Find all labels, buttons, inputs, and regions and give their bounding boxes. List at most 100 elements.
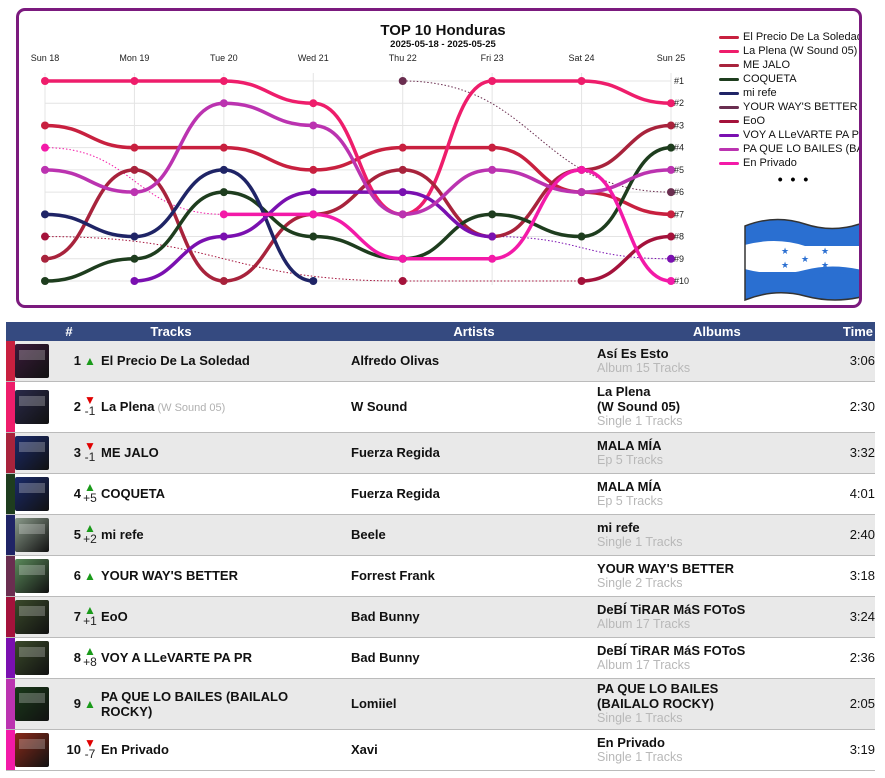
album-cover[interactable]	[15, 476, 49, 511]
legend-item: mi refe	[719, 86, 859, 100]
track-title[interactable]: La Plena	[101, 399, 155, 414]
legend-item: EoO	[719, 114, 859, 128]
album-cover[interactable]	[15, 435, 49, 470]
album-info: Album 17 Tracks	[597, 616, 691, 631]
series-line	[43, 168, 316, 283]
series-lines	[43, 79, 673, 283]
legend-item: El Precio De La Soledad	[719, 30, 859, 44]
track-title[interactable]: PA QUE LO BAILES (BAILALO ROCKY)	[101, 688, 289, 719]
album-info: Album 15 Tracks	[597, 360, 691, 375]
artist-cell[interactable]: W Sound	[351, 381, 597, 433]
x-tick-label: Fri 23	[481, 53, 504, 63]
legend-item: COQUETA	[719, 72, 859, 86]
album-cover[interactable]	[15, 389, 49, 424]
album-title[interactable]: PA QUE LO BAILES (BAILALO ROCKY)	[597, 681, 719, 711]
artist-cell[interactable]: Fuerza Regida	[351, 473, 597, 515]
table-row[interactable]: 9 ▲ PA QUE LO BAILES (BAILALO ROCKY) Lomiie…	[6, 678, 875, 730]
cover-shine	[19, 646, 45, 657]
artist-cell[interactable]: Beele	[351, 514, 597, 556]
artist-cell[interactable]: Forrest Frank	[351, 555, 597, 597]
series-point	[488, 210, 497, 219]
table-row[interactable]: 4 ▲ +5 COQUETA Fuerza Regida MALA MÍA Ep 5 Tra…	[6, 473, 875, 515]
album-cover[interactable]	[15, 732, 49, 767]
legend-label: ME JALO	[743, 59, 791, 72]
table-row[interactable]: 10 ▼ -7 En Privado Xavi En Privado Single 1 Tr…	[6, 729, 875, 771]
cover-shine	[19, 692, 45, 703]
track-title[interactable]: VOY A LLeVARTE PA PR	[101, 650, 252, 665]
table-row[interactable]: 7 ▲ +1 EoO Bad Bunny DeBÍ TiRAR MáS FOToS Albu…	[6, 596, 875, 638]
arrow-down-icon: ▼	[84, 736, 96, 750]
album-info: Ep 5 Tracks	[597, 452, 663, 467]
series-point	[577, 277, 586, 285]
rank-movement: ▼ -1	[81, 439, 99, 463]
arrow-up-icon: ▲	[84, 480, 96, 494]
track-title[interactable]: mi refe	[101, 527, 144, 542]
table-row[interactable]: 1 ▲ El Precio De La Soledad Alfredo Olivas A…	[6, 341, 875, 382]
series-point	[398, 254, 407, 263]
table-row[interactable]: 2 ▼ -1 La Plena (W Sound 05) W Sound La Plena …	[6, 381, 875, 433]
album-cover[interactable]	[15, 640, 49, 675]
artist-cell[interactable]: Alfredo Olivas	[351, 341, 597, 382]
rank-cell: 3	[57, 432, 81, 474]
table-row[interactable]: 3 ▼ -1 ME JALO Fuerza Regida MALA MÍA Ep 5 Tra…	[6, 432, 875, 474]
series-point	[398, 188, 407, 197]
album-title[interactable]: En Privado	[597, 734, 665, 750]
table-row[interactable]: 8 ▲ +8 VOY A LLeVARTE PA PR Bad Bunny DeBÍ Ti…	[6, 637, 875, 679]
album-cover[interactable]	[15, 517, 49, 552]
artist-cell[interactable]: Bad Bunny	[351, 596, 597, 638]
arrow-down-icon: ▼	[84, 393, 96, 407]
series-point	[130, 188, 139, 197]
series-point	[309, 188, 318, 197]
album-title[interactable]: MALA MÍA	[597, 478, 662, 494]
album-title[interactable]: La Plena (W Sound 05)	[597, 384, 681, 414]
series-point	[219, 210, 228, 219]
album-cover[interactable]	[15, 686, 49, 721]
chart-subtitle: 2025-05-18 - 2025-05-25	[390, 39, 496, 50]
artist-cell[interactable]: Bad Bunny	[351, 637, 597, 679]
album-cover[interactable]	[15, 599, 49, 634]
series-point	[130, 254, 139, 263]
album-title[interactable]: YOUR WAY'S BETTER	[597, 560, 734, 576]
cover-shine	[19, 395, 45, 406]
track-title[interactable]: YOUR WAY'S BETTER	[101, 568, 238, 583]
album-title[interactable]: DeBÍ TiRAR MáS FOToS	[597, 601, 746, 617]
duration-cell: 3:06	[823, 341, 875, 382]
series-point	[667, 99, 675, 108]
rank-change: +1	[83, 614, 97, 628]
artist-cell[interactable]: Xavi	[351, 729, 597, 771]
album-title[interactable]: MALA MÍA	[597, 437, 662, 453]
legend-swatch	[719, 147, 739, 151]
y-tick-label: #9	[674, 254, 684, 264]
artist-cell[interactable]: Lomiiel	[351, 678, 597, 730]
legend-item: La Plena (W Sound 05)	[719, 44, 859, 58]
series-point	[41, 277, 49, 285]
series-points	[41, 77, 675, 285]
series-point	[488, 77, 497, 85]
legend-swatch	[719, 133, 739, 137]
artist-cell[interactable]: Fuerza Regida	[351, 432, 597, 474]
track-title[interactable]: EoO	[101, 609, 128, 624]
legend-swatch	[719, 35, 739, 39]
track-title[interactable]: En Privado	[101, 742, 169, 757]
album-title[interactable]: DeBÍ TiRAR MáS FOToS	[597, 642, 746, 658]
y-tick-label: #1	[674, 76, 684, 86]
rank-cell: 2	[57, 381, 81, 433]
arrow-down-icon: ▼	[84, 439, 96, 453]
track-title[interactable]: ME JALO	[101, 445, 159, 460]
legend-swatch	[719, 91, 739, 95]
track-title[interactable]: COQUETA	[101, 486, 166, 501]
table-row[interactable]: 6 ▲ YOUR WAY'S BETTER Forrest Frank YOUR WAY…	[6, 555, 875, 597]
rank-cell: 4	[57, 473, 81, 515]
svg-text:★: ★	[821, 246, 829, 256]
table-row[interactable]: 5 ▲ +2 mi refe Beele mi refe Single 1 Tracks 2:…	[6, 514, 875, 556]
series-point	[41, 77, 49, 85]
track-title[interactable]: El Precio De La Soledad	[101, 353, 250, 369]
rank-change: +8	[83, 655, 97, 669]
series-line	[579, 234, 673, 283]
album-cover[interactable]	[15, 558, 49, 593]
album-title[interactable]: Así Es Esto	[597, 345, 669, 361]
album-title[interactable]: mi refe	[597, 519, 640, 535]
y-tick-label: #7	[674, 209, 684, 219]
x-tick-label: Thu 22	[389, 53, 417, 63]
album-cover[interactable]	[15, 343, 49, 378]
